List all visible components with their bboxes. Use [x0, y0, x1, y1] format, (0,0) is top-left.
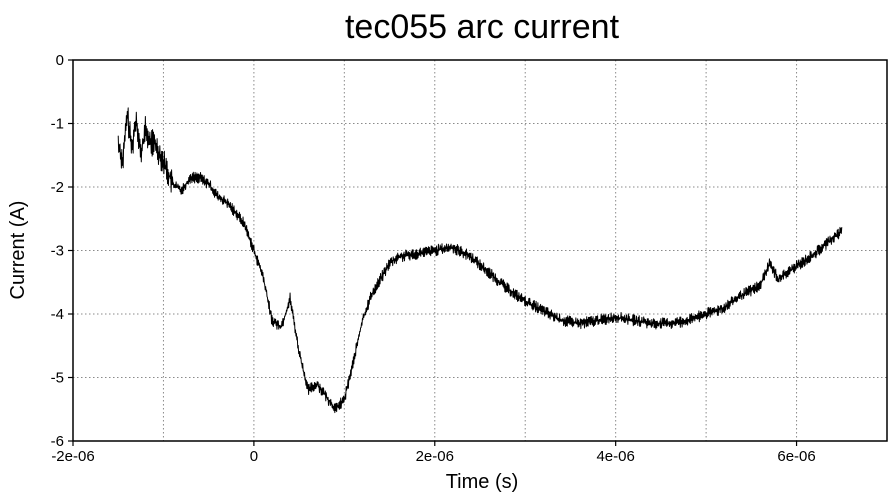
- x-tick-label-4: 6e-06: [777, 448, 815, 465]
- x-tick-label-0: -2e-06: [51, 448, 94, 465]
- grid: [73, 59, 887, 442]
- axis-ticks: 0 -1 -2 -3 -4 -5 -6-2e-06 0 2e-06 4e-06 6e-06: [51, 52, 816, 465]
- x-tick-label-2: 2e-06: [416, 448, 454, 465]
- x-tick-label-3: 4e-06: [596, 448, 634, 465]
- y-tick-label-3: -3: [51, 243, 64, 260]
- y-tick-label-2: -2: [51, 179, 64, 196]
- series-line-0: [117, 107, 843, 414]
- y-tick-label-1: -1: [51, 116, 64, 133]
- x-axis-label: Time (s): [446, 471, 519, 493]
- y-tick-label-6: -6: [51, 433, 64, 450]
- y-axis-label: Current (A): [7, 201, 29, 300]
- chart-title: tec055 arc current: [345, 8, 620, 46]
- x-tick-label-1: 0: [250, 448, 258, 465]
- series-layer: [117, 107, 843, 414]
- y-tick-label-4: -4: [51, 306, 64, 323]
- y-tick-label-5: -5: [51, 370, 64, 387]
- plot-frame: [72, 59, 888, 442]
- y-tick-label-0: 0: [56, 52, 64, 69]
